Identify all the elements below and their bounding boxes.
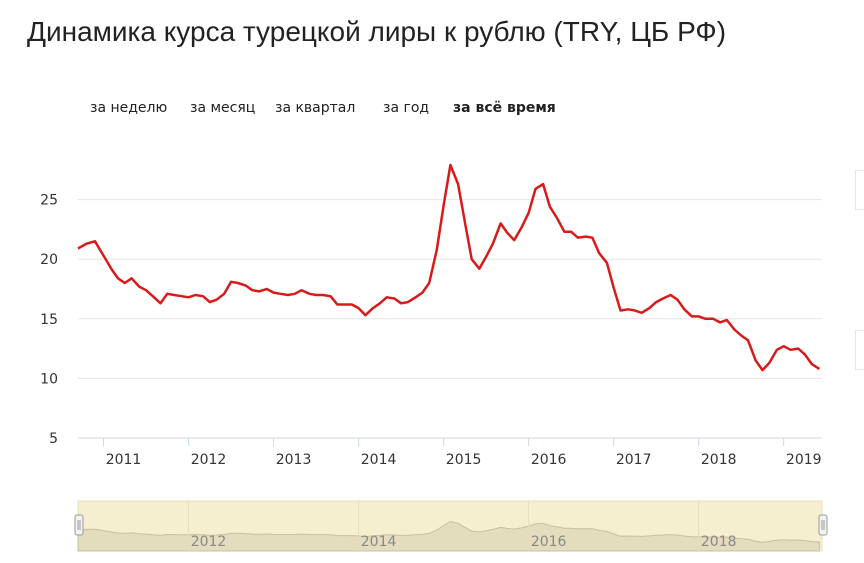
- page-title: Динамика курса турецкой лиры к рублю (TR…: [27, 16, 727, 47]
- tab-quarter[interactable]: за квартал: [275, 100, 356, 116]
- tab-week[interactable]: за неделю: [90, 100, 168, 116]
- tab-all-time[interactable]: за всё время: [453, 100, 556, 116]
- x-tick-label: 2015: [446, 452, 482, 468]
- y-tick-label: 5: [49, 431, 58, 447]
- navigator-area: [77, 520, 820, 552]
- range-navigator[interactable]: 2012 2014 2016 2018: [0, 495, 864, 555]
- tab-year[interactable]: за год: [383, 100, 430, 116]
- navigator-year-label: 2018: [701, 534, 737, 550]
- y-tick-label: 20: [40, 252, 58, 268]
- clipped-panel-edge: [855, 330, 864, 370]
- x-tick-label: 2013: [276, 452, 312, 468]
- series-line: [77, 163, 821, 372]
- x-tick-label: 2019: [786, 452, 822, 468]
- line-chart: 5 10 15 20 25 2011 2012 2013 2014 2015 2016 2017 201…: [40, 163, 822, 468]
- navigator-year-label: 2014: [361, 534, 397, 550]
- x-tick-label: 2016: [531, 452, 567, 468]
- y-tick-label: 10: [40, 371, 58, 387]
- navigator-right-handle[interactable]: [818, 514, 828, 536]
- navigator-left-handle[interactable]: [74, 514, 84, 536]
- x-tick-label: 2017: [616, 452, 652, 468]
- navigator-year-label: 2012: [191, 534, 227, 550]
- range-tabs: за неделю за месяц за квартал за год за …: [0, 100, 864, 120]
- tab-month[interactable]: за месяц: [190, 100, 256, 116]
- x-tick-label: 2014: [361, 452, 397, 468]
- navigator-year-label: 2016: [531, 534, 567, 550]
- x-tick-label: 2012: [191, 452, 227, 468]
- clipped-panel-edge: [855, 170, 864, 210]
- y-tick-label: 25: [40, 193, 58, 209]
- y-tick-label: 15: [40, 312, 58, 328]
- x-tick-label: 2018: [701, 452, 737, 468]
- x-tick-label: 2011: [106, 452, 142, 468]
